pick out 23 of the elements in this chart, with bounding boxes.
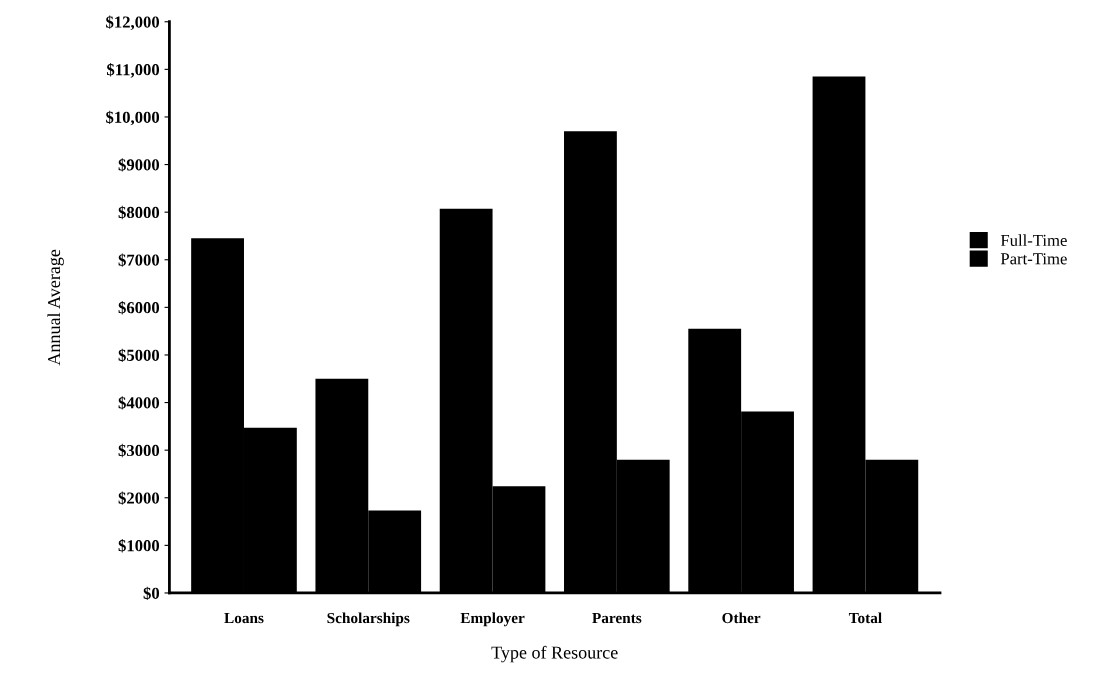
legend-label: Part-Time xyxy=(1000,253,1067,265)
y-tick-label: $2000 xyxy=(118,491,160,505)
y-tick-label: $5000 xyxy=(118,348,160,363)
y-tick-label: $10,000 xyxy=(106,110,160,126)
x-tick-label: Other xyxy=(722,612,761,624)
y-tick-label: $1000 xyxy=(118,539,160,553)
y-tick-label: $12,000 xyxy=(106,15,160,31)
x-tick-label: Scholarships xyxy=(327,612,410,627)
y-tick-label: $11,000 xyxy=(107,63,160,78)
x-tick-label: Employer xyxy=(460,612,525,627)
y-tick-label: $7000 xyxy=(118,253,160,267)
y-axis-title: Annual Average xyxy=(47,249,64,366)
y-tick-label: $0 xyxy=(143,586,160,601)
x-tick-label: Loans xyxy=(224,613,264,624)
y-tick-label: $9000 xyxy=(118,158,160,172)
y-tick-label: $6000 xyxy=(118,301,160,315)
y-tick-label: $4000 xyxy=(118,396,160,410)
legend-label: Full-Time xyxy=(1000,234,1067,247)
y-tick-label: $8000 xyxy=(118,205,160,220)
y-tick-label: $3000 xyxy=(118,443,160,458)
x-axis-title: Type of Resource xyxy=(491,645,618,663)
x-tick-label: Parents xyxy=(592,613,642,624)
x-tick-label: Total xyxy=(848,612,882,624)
